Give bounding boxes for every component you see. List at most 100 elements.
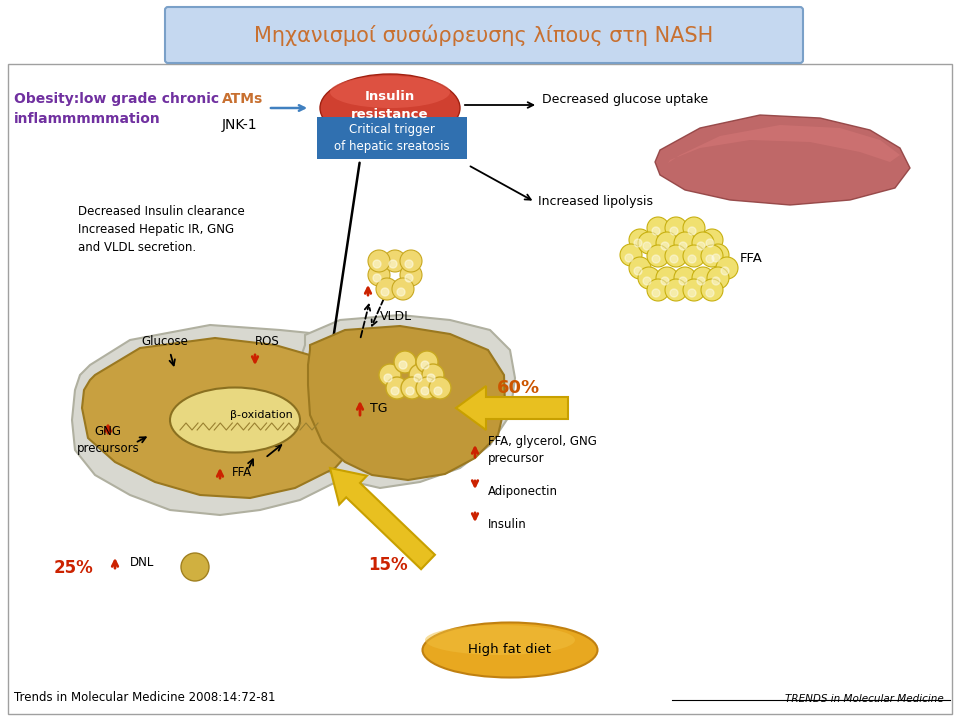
Text: Decreased Insulin clearance
Increased Hepatic IR, GNG
and VLDL secretion.: Decreased Insulin clearance Increased He… [78, 205, 245, 254]
Circle shape [707, 244, 729, 266]
Circle shape [376, 278, 398, 300]
Text: β-oxidation: β-oxidation [230, 410, 293, 420]
Circle shape [643, 242, 651, 250]
Circle shape [670, 227, 678, 235]
Circle shape [643, 277, 651, 285]
Circle shape [656, 267, 678, 289]
Circle shape [629, 229, 651, 251]
Circle shape [416, 377, 438, 399]
FancyBboxPatch shape [165, 7, 803, 63]
Circle shape [416, 351, 438, 373]
Text: FFA: FFA [232, 466, 252, 479]
Text: Trends in Molecular Medicine 2008:14:72-81: Trends in Molecular Medicine 2008:14:72-… [14, 691, 276, 704]
Circle shape [688, 289, 696, 297]
Polygon shape [655, 115, 910, 205]
Circle shape [638, 232, 660, 254]
Polygon shape [308, 326, 505, 480]
Circle shape [401, 377, 423, 399]
Circle shape [384, 250, 406, 272]
Ellipse shape [330, 76, 450, 108]
Text: ATMs: ATMs [222, 92, 263, 106]
Ellipse shape [170, 387, 300, 452]
Polygon shape [295, 315, 515, 488]
Circle shape [706, 255, 714, 263]
Circle shape [697, 242, 705, 250]
FancyBboxPatch shape [317, 117, 467, 159]
Text: TG: TG [370, 402, 388, 415]
Circle shape [386, 377, 408, 399]
Circle shape [409, 364, 431, 386]
Circle shape [688, 255, 696, 263]
Circle shape [692, 267, 714, 289]
Circle shape [400, 250, 422, 272]
Polygon shape [72, 325, 390, 515]
Circle shape [721, 267, 729, 275]
Circle shape [652, 227, 660, 235]
Circle shape [422, 364, 444, 386]
Circle shape [429, 377, 451, 399]
Text: Critical trigger
of hepatic sreatosis: Critical trigger of hepatic sreatosis [334, 123, 450, 153]
Text: ROS: ROS [255, 335, 279, 348]
Circle shape [634, 239, 642, 247]
Ellipse shape [425, 625, 575, 655]
Circle shape [634, 267, 642, 275]
Ellipse shape [320, 74, 460, 142]
Circle shape [620, 244, 642, 266]
Text: Adiponectin: Adiponectin [488, 485, 558, 498]
Circle shape [625, 254, 633, 262]
Circle shape [665, 245, 687, 267]
Circle shape [716, 257, 738, 279]
Circle shape [701, 279, 723, 301]
Circle shape [692, 232, 714, 254]
Circle shape [647, 245, 669, 267]
Circle shape [674, 232, 696, 254]
Circle shape [405, 274, 413, 282]
Circle shape [706, 289, 714, 297]
Circle shape [647, 217, 669, 239]
Circle shape [421, 361, 429, 369]
Circle shape [652, 255, 660, 263]
Circle shape [373, 274, 381, 282]
Circle shape [399, 361, 407, 369]
Circle shape [679, 242, 687, 250]
Circle shape [406, 387, 414, 395]
Circle shape [379, 364, 401, 386]
Circle shape [647, 279, 669, 301]
Circle shape [665, 217, 687, 239]
Circle shape [688, 227, 696, 235]
Text: Μηχανισμοί συσώρρευσης λίπους στη NASH: Μηχανισμοί συσώρρευσης λίπους στη NASH [254, 24, 713, 46]
Circle shape [397, 288, 405, 296]
Circle shape [652, 289, 660, 297]
Circle shape [670, 289, 678, 297]
Circle shape [391, 387, 399, 395]
Circle shape [629, 257, 651, 279]
Circle shape [405, 260, 413, 268]
Circle shape [656, 232, 678, 254]
Circle shape [392, 278, 414, 300]
Circle shape [414, 374, 422, 382]
Text: High fat diet: High fat diet [468, 644, 551, 657]
Ellipse shape [422, 623, 597, 678]
Circle shape [683, 279, 705, 301]
Circle shape [381, 288, 389, 296]
Text: 60%: 60% [496, 379, 540, 397]
Circle shape [421, 387, 429, 395]
Text: FFA, glycerol, GNG
precursor: FFA, glycerol, GNG precursor [488, 435, 597, 465]
Circle shape [712, 254, 720, 262]
Text: TRENDS in Molecular Medicine: TRENDS in Molecular Medicine [785, 694, 944, 704]
Text: 25%: 25% [53, 559, 93, 577]
Text: FFA: FFA [740, 251, 763, 264]
Circle shape [701, 229, 723, 251]
Polygon shape [456, 386, 568, 430]
Text: Insulin: Insulin [488, 518, 527, 531]
Circle shape [683, 217, 705, 239]
Circle shape [389, 260, 397, 268]
Text: VLDL: VLDL [380, 310, 412, 323]
Text: Insulin
resistance: Insulin resistance [351, 89, 429, 120]
Circle shape [712, 277, 720, 285]
Circle shape [394, 351, 416, 373]
Circle shape [683, 245, 705, 267]
FancyBboxPatch shape [8, 64, 952, 714]
Circle shape [674, 267, 696, 289]
Text: Increased lipolysis: Increased lipolysis [538, 195, 653, 208]
